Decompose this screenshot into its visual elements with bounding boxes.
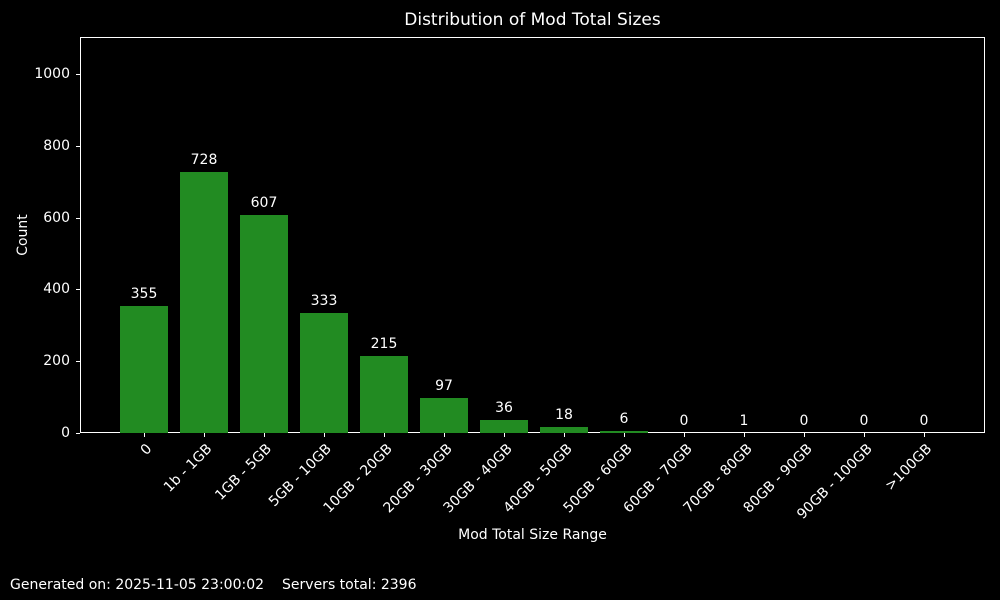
y-tick	[76, 289, 80, 290]
x-tick	[744, 433, 745, 437]
footer-servers-total: Servers total: 2396	[282, 577, 417, 593]
bar-value-label: 6	[619, 411, 629, 427]
bar	[420, 398, 468, 433]
footer: Generated on: 2025-11-05 23:00:02 Servers…	[10, 577, 417, 593]
bar-value-label: 0	[859, 413, 869, 429]
y-tick-label: 200	[43, 353, 70, 369]
bar	[300, 313, 348, 433]
x-tick	[204, 433, 205, 437]
x-tick	[804, 433, 805, 437]
plot-area	[80, 37, 985, 433]
y-tick	[76, 218, 80, 219]
x-tick	[504, 433, 505, 437]
y-tick-label: 400	[43, 281, 70, 297]
bar-value-label: 607	[250, 195, 278, 211]
bar-value-label: 0	[679, 413, 689, 429]
x-tick	[924, 433, 925, 437]
bar-value-label: 355	[130, 286, 158, 302]
bar-value-label: 18	[555, 407, 573, 423]
x-tick	[684, 433, 685, 437]
y-tick-label: 1000	[34, 66, 70, 82]
bar	[600, 431, 648, 433]
bar-value-label: 333	[310, 293, 338, 309]
footer-generated-timestamp: Generated on: 2025-11-05 23:00:02	[10, 577, 265, 593]
bar-value-label: 1	[739, 413, 749, 429]
y-tick-label: 800	[43, 138, 70, 154]
x-tick	[564, 433, 565, 437]
bar	[360, 356, 408, 433]
x-tick	[624, 433, 625, 437]
y-tick-label: 0	[61, 425, 70, 441]
y-tick-label: 600	[43, 210, 70, 226]
bar-value-label: 97	[435, 378, 453, 394]
chart-title: Distribution of Mod Total Sizes	[404, 10, 661, 30]
x-tick	[144, 433, 145, 437]
x-tick-label: >100GB	[882, 441, 936, 494]
x-tick-label: 1b - 1GB	[160, 441, 216, 496]
bar-value-label: 0	[919, 413, 929, 429]
x-tick	[384, 433, 385, 437]
y-tick	[76, 433, 80, 434]
x-tick-label: 1GB - 5GB	[212, 441, 276, 504]
x-tick	[324, 433, 325, 437]
bar	[120, 306, 168, 433]
y-tick	[76, 146, 80, 147]
bar	[540, 427, 588, 433]
bar	[180, 172, 228, 433]
x-tick-label: 0	[137, 441, 156, 459]
x-axis-label: Mod Total Size Range	[458, 527, 607, 543]
x-tick	[264, 433, 265, 437]
bar-value-label: 215	[370, 336, 398, 352]
x-tick	[864, 433, 865, 437]
bar-value-label: 0	[799, 413, 809, 429]
y-tick	[76, 361, 80, 362]
y-tick	[76, 74, 80, 75]
x-tick	[444, 433, 445, 437]
bar-value-label: 36	[495, 400, 513, 416]
bar	[480, 420, 528, 433]
bar	[240, 215, 288, 433]
bar-value-label: 728	[190, 152, 218, 168]
